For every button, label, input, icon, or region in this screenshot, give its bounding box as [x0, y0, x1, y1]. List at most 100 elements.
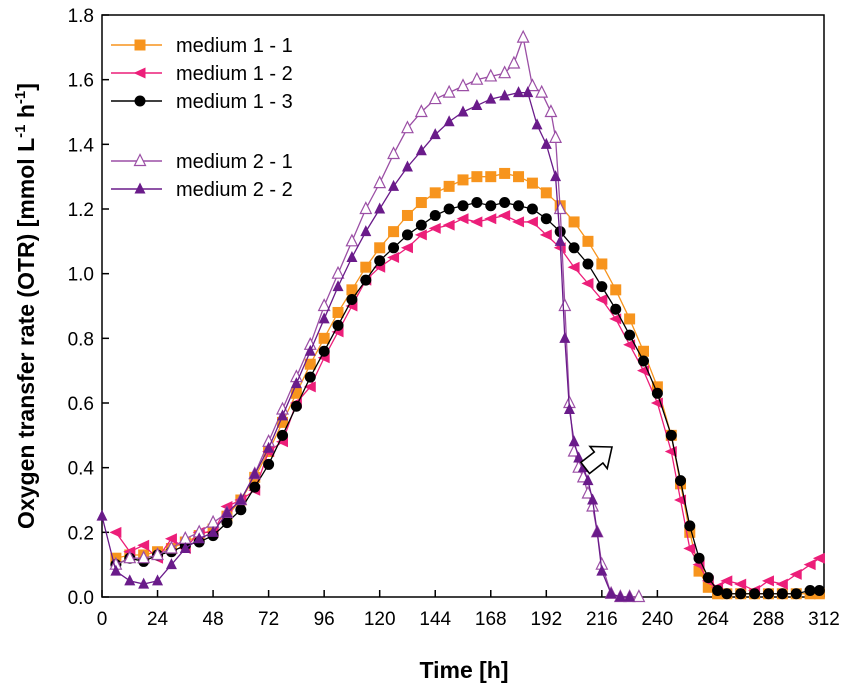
series-line	[115, 214, 820, 592]
data-point	[516, 29, 530, 43]
data-point	[775, 578, 788, 590]
data-point	[558, 298, 572, 312]
data-point	[401, 209, 413, 221]
data-point	[235, 493, 247, 505]
x-tick-label: 96	[314, 609, 335, 630]
data-point	[304, 371, 316, 383]
data-point	[702, 581, 714, 593]
data-point	[587, 493, 599, 505]
data-point	[651, 381, 663, 393]
data-point	[96, 509, 108, 521]
data-point	[789, 568, 802, 580]
data-point	[249, 481, 261, 493]
data-point	[573, 451, 585, 463]
data-point	[721, 588, 733, 600]
data-point	[235, 504, 247, 516]
data-point	[485, 171, 497, 183]
data-point	[812, 552, 825, 564]
data-point	[568, 216, 580, 228]
data-point	[535, 84, 549, 98]
data-point	[632, 589, 646, 603]
data-point	[596, 564, 608, 576]
data-point	[428, 91, 442, 105]
data-point	[109, 526, 122, 538]
y-tick-label: 1.4	[68, 135, 95, 156]
data-point	[360, 274, 372, 286]
legend-marker-icon	[133, 153, 147, 167]
data-point	[693, 565, 705, 577]
data-point	[803, 559, 816, 571]
data-point	[318, 312, 330, 324]
data-point	[605, 587, 617, 599]
data-point	[401, 229, 413, 241]
data-point	[346, 294, 358, 306]
data-point	[332, 280, 344, 292]
y-tick-label: 1.6	[68, 71, 94, 92]
data-point	[457, 174, 469, 186]
x-tick-label: 120	[364, 609, 396, 630]
data-point	[345, 233, 359, 247]
x-tick-label: 288	[753, 609, 785, 630]
x-tick-label: 240	[642, 609, 674, 630]
data-point	[549, 130, 563, 143]
data-point	[470, 71, 484, 85]
data-point	[152, 574, 164, 586]
data-point	[277, 409, 288, 421]
y-tick-label: 0.8	[68, 329, 94, 350]
y-axis-title: Oxygen transfer rate (OTR) [mmol L-1 h-1…	[12, 83, 39, 529]
data-point	[207, 525, 219, 537]
x-axis: 0 24 48 72 96 120 144 168 192 216 240 264 288 312	[97, 590, 840, 630]
data-point	[540, 187, 552, 199]
x-tick-label: 168	[475, 609, 507, 630]
data-point	[638, 345, 649, 357]
data-point	[359, 201, 373, 215]
data-point	[164, 540, 178, 554]
data-point	[498, 65, 512, 79]
legend-marker-icon	[134, 182, 146, 194]
data-point	[388, 179, 400, 191]
data-point	[609, 313, 622, 325]
data-point	[513, 171, 525, 183]
y-tick-label: 1.0	[68, 265, 94, 286]
data-point	[586, 498, 600, 512]
data-point	[596, 281, 608, 293]
data-point	[610, 303, 622, 315]
data-point	[221, 517, 233, 529]
data-point	[457, 105, 469, 117]
data-point	[138, 577, 150, 589]
legend-label: medium 1 - 3	[176, 91, 293, 113]
data-point	[303, 381, 316, 393]
data-point	[596, 258, 608, 270]
data-point	[346, 284, 358, 296]
data-point	[443, 203, 455, 215]
data-point	[568, 435, 580, 447]
data-point	[683, 543, 696, 554]
data-point	[591, 525, 603, 537]
data-point	[485, 92, 497, 104]
data-point	[554, 234, 566, 246]
data-point	[525, 78, 539, 92]
data-point	[470, 216, 483, 228]
data-point	[554, 226, 566, 238]
data-point	[712, 585, 724, 597]
data-point	[429, 209, 441, 221]
data-point	[693, 552, 705, 564]
data-point	[456, 78, 470, 92]
data-point	[415, 219, 427, 231]
data-point	[498, 209, 511, 221]
y-tick-label: 1.2	[68, 200, 94, 221]
data-point	[442, 84, 456, 98]
data-point	[651, 387, 663, 399]
data-point	[179, 542, 191, 553]
data-point	[540, 213, 552, 225]
y-axis: 0.0 0.2 0.4 0.6 0.8 1.0 1.2 1.4 1.6 1.8	[68, 6, 109, 609]
data-point	[624, 313, 636, 325]
data-point	[684, 526, 696, 538]
data-point	[457, 200, 469, 212]
data-point	[388, 226, 400, 238]
series-medium1-3	[110, 197, 825, 600]
data-point	[484, 213, 497, 225]
data-point	[443, 115, 455, 127]
data-point	[499, 167, 511, 179]
x-tick-label: 312	[808, 609, 840, 630]
